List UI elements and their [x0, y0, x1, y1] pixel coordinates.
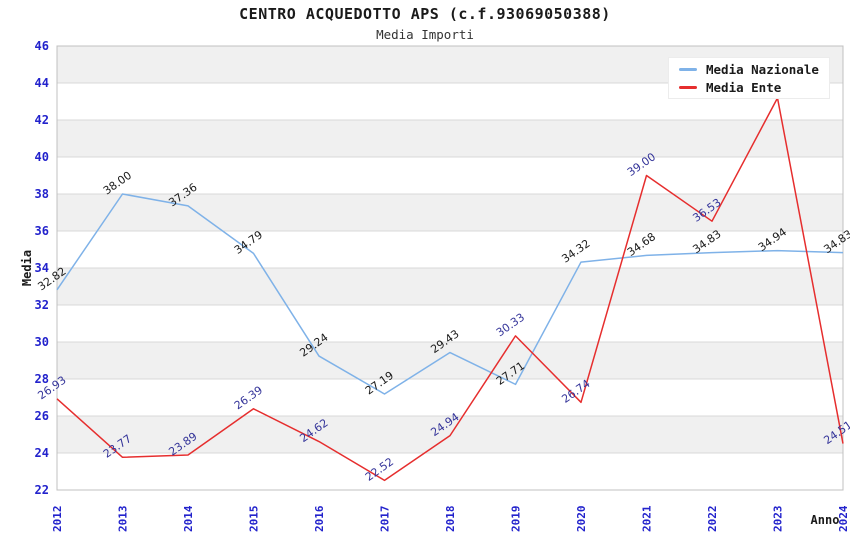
grid-band — [57, 342, 843, 379]
grid-band — [57, 268, 843, 305]
x-tick-label: 2015 — [248, 506, 261, 533]
grid-band — [57, 453, 843, 490]
y-axis-title: Media — [20, 249, 34, 287]
y-tick-label: 44 — [35, 76, 49, 90]
plot-border — [56, 45, 844, 491]
x-tick-label: 2024 — [837, 505, 850, 532]
legend-item-media-nazionale: Media Nazionale — [679, 60, 819, 78]
legend-label: Media Ente — [706, 79, 782, 95]
y-tick-label: 34 — [35, 261, 49, 275]
x-tick-label: 2012 — [51, 506, 64, 533]
y-tick-label: 22 — [35, 483, 49, 497]
x-tick-label: 2017 — [379, 506, 392, 533]
chart-title: CENTRO ACQUEDOTTO APS (c.f.93069050388) — [239, 5, 611, 23]
series-line-media-nazionale — [56, 193, 844, 395]
legend-label: Media Nazionale — [706, 61, 819, 77]
y-tick-label: 36 — [35, 224, 49, 238]
x-tick-label: 2016 — [313, 505, 326, 532]
grid-band — [57, 305, 843, 342]
grid-band — [57, 231, 843, 268]
x-tick-label: 2021 — [641, 505, 654, 532]
y-tick-label: 26 — [35, 409, 49, 423]
grid-band — [57, 157, 843, 194]
y-tick-label: 32 — [35, 298, 49, 312]
x-tick-label: 2023 — [772, 506, 785, 533]
x-tick-label: 2020 — [575, 506, 588, 533]
grid-band — [57, 379, 843, 416]
y-tick-label: 30 — [35, 335, 49, 349]
series-line-media-ente — [56, 97, 844, 482]
y-tick-label: 40 — [35, 150, 49, 164]
legend-item-media-ente: Media Ente — [679, 78, 819, 96]
x-tick-label: 2013 — [117, 506, 130, 533]
y-tick-label: 42 — [35, 113, 49, 127]
y-tick-label: 38 — [35, 187, 49, 201]
grid-band — [57, 120, 843, 157]
x-tick-label: 2022 — [706, 506, 719, 533]
y-tick-label: 28 — [35, 372, 49, 386]
grid-band — [57, 194, 843, 231]
legend: Media Nazionale Media Ente — [668, 57, 830, 99]
legend-swatch-media-nazionale-icon — [679, 67, 697, 71]
x-tick-label: 2014 — [182, 505, 195, 532]
y-tick-label: 24 — [35, 446, 49, 460]
x-tick-label: 2019 — [510, 506, 523, 533]
legend-swatch-media-ente-icon — [679, 85, 697, 89]
y-tick-label: 46 — [35, 39, 49, 53]
x-axis-title: Anno — [810, 513, 840, 527]
x-tick-label: 2018 — [444, 506, 457, 533]
chart-subtitle: Media Importi — [376, 27, 474, 42]
